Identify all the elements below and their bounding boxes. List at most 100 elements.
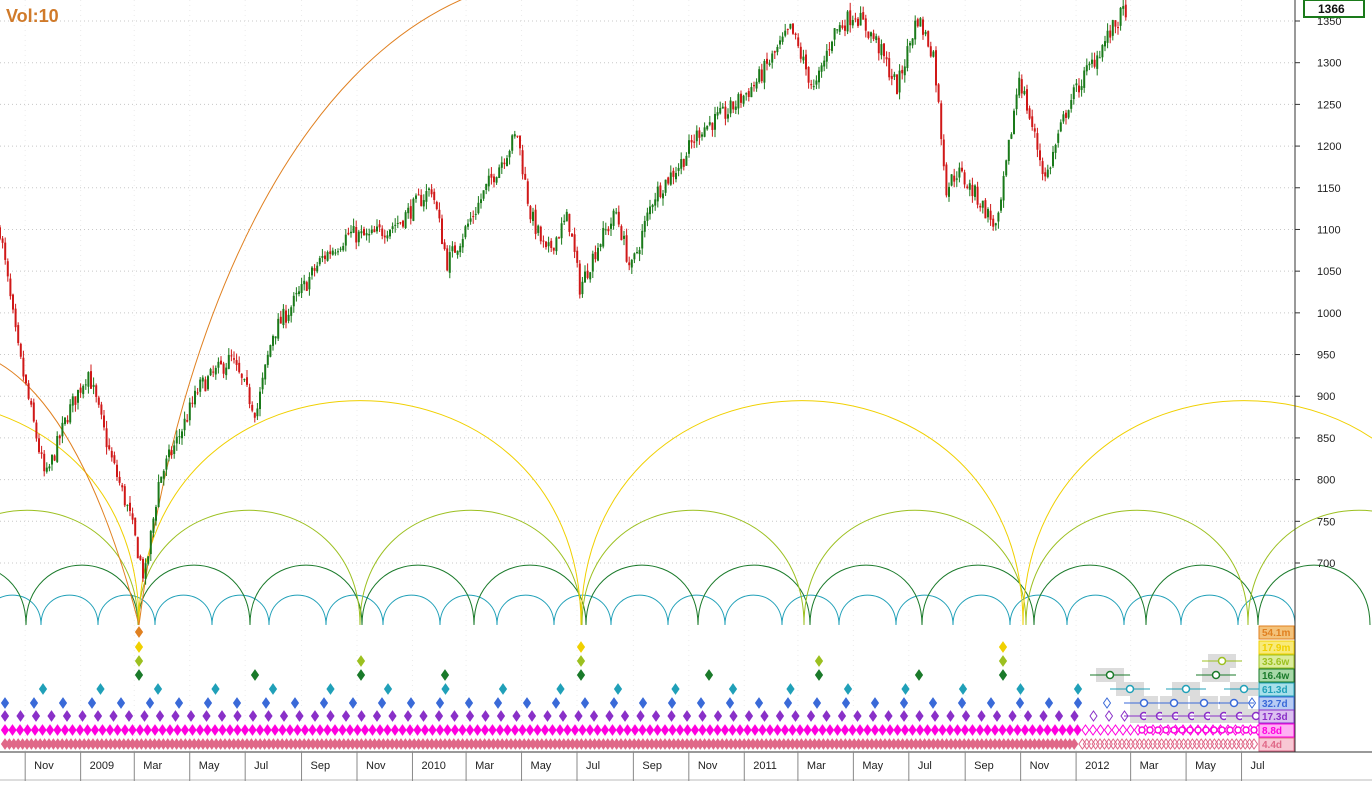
candle-body [92,384,95,387]
cycle-marker [698,710,707,722]
projection-circle [1251,711,1261,721]
cycle-marker [743,724,752,736]
cycle-arc [0,510,139,626]
candle-body [682,158,685,167]
cycle-marker [512,710,521,722]
cycle-marker [833,724,842,736]
cycle-marker [53,724,62,736]
candle-body [136,537,139,559]
candle-body [157,481,160,508]
candle-body [12,294,14,310]
cycle-marker [250,669,260,681]
candles [0,0,1127,585]
projection-circle [1202,726,1210,734]
cycle-arc [496,594,555,626]
candle-body [942,139,945,167]
cycle-marker [75,724,85,736]
cycle-marker [555,724,565,736]
candle-body [103,415,105,428]
y-tick-label: 1050 [1317,266,1341,278]
cycle-marker [843,683,853,695]
candle-body [240,373,243,378]
candle-body [469,218,472,222]
cycle-arc [667,594,726,626]
cycle-marker [155,710,165,722]
cycle-marker [1192,738,1201,750]
cycle-marker [120,724,130,736]
cycle-marker [660,724,670,736]
candle-body [256,408,259,417]
candle-body [1117,27,1119,29]
candle-body [217,361,220,368]
y-tick-label: 1350 [1317,16,1341,28]
candle-body [1028,108,1031,119]
cycle-marker [368,724,377,736]
candle-body [272,335,274,346]
projection-circle [1250,726,1258,734]
cycle-marker [754,697,764,709]
candle-body [1044,172,1047,177]
candle-body [175,436,178,444]
cycle-marker [128,724,137,736]
candle-body [443,242,446,250]
cycle-marker [990,724,1000,736]
candle-body [1000,199,1002,211]
candle-body [771,53,774,63]
cycle-marker [1028,724,1037,736]
candle-body [82,385,85,395]
candle-body [677,167,680,171]
candle-body [261,377,264,390]
cycle-marker [840,724,850,736]
cycle-arc [809,564,923,626]
cycle-marker [1166,738,1175,750]
candle-body [547,242,550,247]
candle-body [529,206,532,220]
candle-body [438,209,441,219]
candle-body [763,61,766,83]
cycle-marker [1139,738,1149,750]
candle-body [773,51,776,53]
candle-body [9,278,12,297]
cycle-marker [109,710,118,722]
cycle-marker [522,697,532,709]
x-tick-label: 2012 [1085,760,1109,772]
x-tick-label: Nov [698,760,718,772]
cycle-marker [270,724,280,736]
cycle-marker [1078,738,1087,750]
candle-body [365,233,368,236]
candle-body [849,10,852,26]
candle-body [77,389,79,403]
candle-body [292,295,295,307]
cycle-arc [1022,400,1372,626]
y-axis: 700 750 800 850 900 950 1000 1050 1100 1150 1200 12… [1294,0,1341,752]
candle-body [508,151,511,158]
candle-body [987,209,989,218]
cycle-marker [1153,738,1162,750]
cycle-marker [356,669,366,681]
cycle-marker [372,710,382,722]
cycle-label-8-8d: 8.8d [1262,726,1282,737]
candle-body [966,186,969,188]
cycle-marker [145,697,155,709]
cycle-marker [1249,738,1259,750]
candle-body [1020,79,1023,94]
candle-body [425,191,428,202]
candle-body [955,178,958,180]
x-tick-label: 2010 [421,760,445,772]
candle-body [1046,169,1049,178]
cycle-marker [841,697,851,709]
candle-body [745,93,748,95]
cycle-marker [570,724,580,736]
candle-body [1119,7,1122,26]
candle-body [716,112,719,116]
candle-body [664,179,667,193]
cycle-marker [403,710,413,722]
x-tick-label: Mar [1140,760,1159,772]
cycle-marker [1073,683,1083,695]
candle-body [521,150,524,175]
candle-body [924,31,927,35]
cycle-marker [413,724,422,736]
cycle-marker [551,697,561,709]
cycle-marker [998,669,1008,681]
candle-body [638,250,641,255]
